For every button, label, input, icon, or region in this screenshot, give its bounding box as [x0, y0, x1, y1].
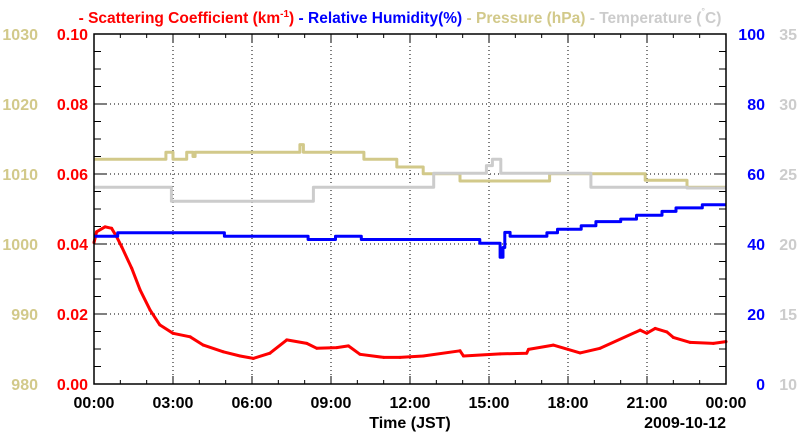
legend-dash-pressure: -: [467, 10, 472, 27]
x-tick-label: 12:00: [390, 395, 431, 412]
data-point: [171, 331, 175, 335]
pressure-axis-tick-label: 1030: [2, 27, 38, 44]
scattering-axis-tick-label: 0.06: [57, 167, 88, 184]
legend-dash-temperature: -: [590, 10, 595, 27]
temperature-axis-tick-label: 15: [779, 307, 797, 324]
data-point: [653, 326, 657, 330]
data-point: [95, 230, 99, 234]
temperature-axis-tick-label: 30: [779, 97, 797, 114]
series-group: [92, 143, 728, 360]
temperature-axis-tick-label: 25: [779, 167, 797, 184]
data-point: [671, 335, 675, 339]
data-point: [638, 328, 642, 332]
x-tick-label: 18:00: [548, 395, 589, 412]
humidity-axis-tick-label: 60: [747, 167, 765, 184]
axes: 00:00 03:00 06:00 09:00 12:00 15:00 18:00 21:00…: [2, 27, 797, 412]
legend-temperature-post: C): [705, 10, 721, 27]
data-point: [335, 346, 339, 350]
x-tick-label: 00:00: [706, 395, 747, 412]
legend-temperature-degree: °: [701, 6, 705, 16]
x-tick-label: 21:00: [627, 395, 668, 412]
pressure-axis-tick-label: 1020: [2, 97, 38, 114]
pressure-axis-tick-label: 990: [11, 307, 38, 324]
legend-dash-humidity: -: [299, 10, 304, 27]
data-point: [201, 343, 205, 347]
legend-pressure: Pressure (hPa): [476, 10, 585, 27]
legend-dash-scattering: -: [79, 10, 84, 27]
data-point: [120, 245, 124, 249]
data-point: [398, 355, 402, 359]
data-point: [103, 225, 107, 229]
legend-humidity: Relative Humidity(%): [308, 10, 462, 27]
data-point: [598, 346, 602, 350]
series-line-relative-humidity: [94, 203, 726, 259]
data-point: [130, 266, 134, 270]
humidity-axis-tick-label: 80: [747, 97, 765, 114]
temperature-axis-tick-label: 10: [779, 377, 797, 394]
data-point: [315, 346, 319, 350]
pressure-axis-tick-label: 980: [11, 377, 38, 394]
data-point: [458, 349, 462, 353]
data-point: [358, 352, 362, 356]
data-point: [711, 341, 715, 345]
x-tick-label: 15:00: [469, 395, 510, 412]
data-point: [221, 350, 225, 354]
legend-scattering-sup: -1: [280, 9, 289, 20]
legend-temperature: Temperature (: [599, 10, 702, 27]
pressure-axis-tick-label: 1000: [2, 237, 38, 254]
data-point: [251, 356, 255, 360]
data-point: [645, 331, 649, 335]
scattering-axis-tick-label: 0.00: [57, 377, 88, 394]
data-point: [421, 354, 425, 358]
series-line-pressure: [94, 143, 726, 189]
scattering-axis-tick-label: 0.04: [57, 237, 88, 254]
scattering-axis-tick-label: 0.10: [57, 27, 88, 44]
x-tick-label: 00:00: [74, 395, 115, 412]
data-point: [382, 355, 386, 359]
data-point: [285, 338, 289, 342]
date-label: 2009-10-12: [644, 415, 726, 432]
data-point: [688, 340, 692, 344]
grid: [94, 34, 726, 384]
temperature-axis-tick-label: 20: [779, 237, 797, 254]
series-line-temperature: [94, 157, 726, 203]
scattering-axis-tick-label: 0.02: [57, 307, 88, 324]
data-point: [551, 343, 555, 347]
x-axis-label: Time (JST): [369, 415, 451, 432]
data-point: [665, 330, 669, 334]
x-tick-label: 03:00: [153, 395, 194, 412]
data-point: [238, 354, 242, 358]
data-point: [305, 341, 309, 345]
data-point: [268, 351, 272, 355]
data-point: [110, 226, 114, 230]
legend-scattering: Scattering Coefficient (km: [88, 10, 280, 27]
data-point: [578, 351, 582, 355]
x-tick-label: 09:00: [311, 395, 352, 412]
data-point: [525, 351, 529, 355]
data-point: [148, 308, 152, 312]
data-point: [158, 323, 162, 327]
data-point: [346, 344, 350, 348]
humidity-axis-tick-label: 20: [747, 307, 765, 324]
humidity-axis-tick-label: 100: [738, 27, 765, 44]
humidity-axis-tick-label: 0: [756, 377, 765, 394]
data-point: [498, 352, 502, 356]
humidity-axis-tick-label: 40: [747, 237, 765, 254]
x-tick-label: 06:00: [232, 395, 273, 412]
legend: - Scattering Coefficient (km-1) - Relati…: [79, 6, 722, 27]
scattering-axis-tick-label: 0.08: [57, 97, 88, 114]
data-point: [138, 288, 142, 292]
legend-scattering-post: ): [289, 10, 294, 27]
data-point: [527, 347, 530, 351]
data-point: [461, 354, 465, 358]
data-point: [188, 335, 192, 339]
temperature-axis-tick-label: 35: [779, 27, 797, 44]
pressure-axis-tick-label: 1010: [2, 167, 38, 184]
